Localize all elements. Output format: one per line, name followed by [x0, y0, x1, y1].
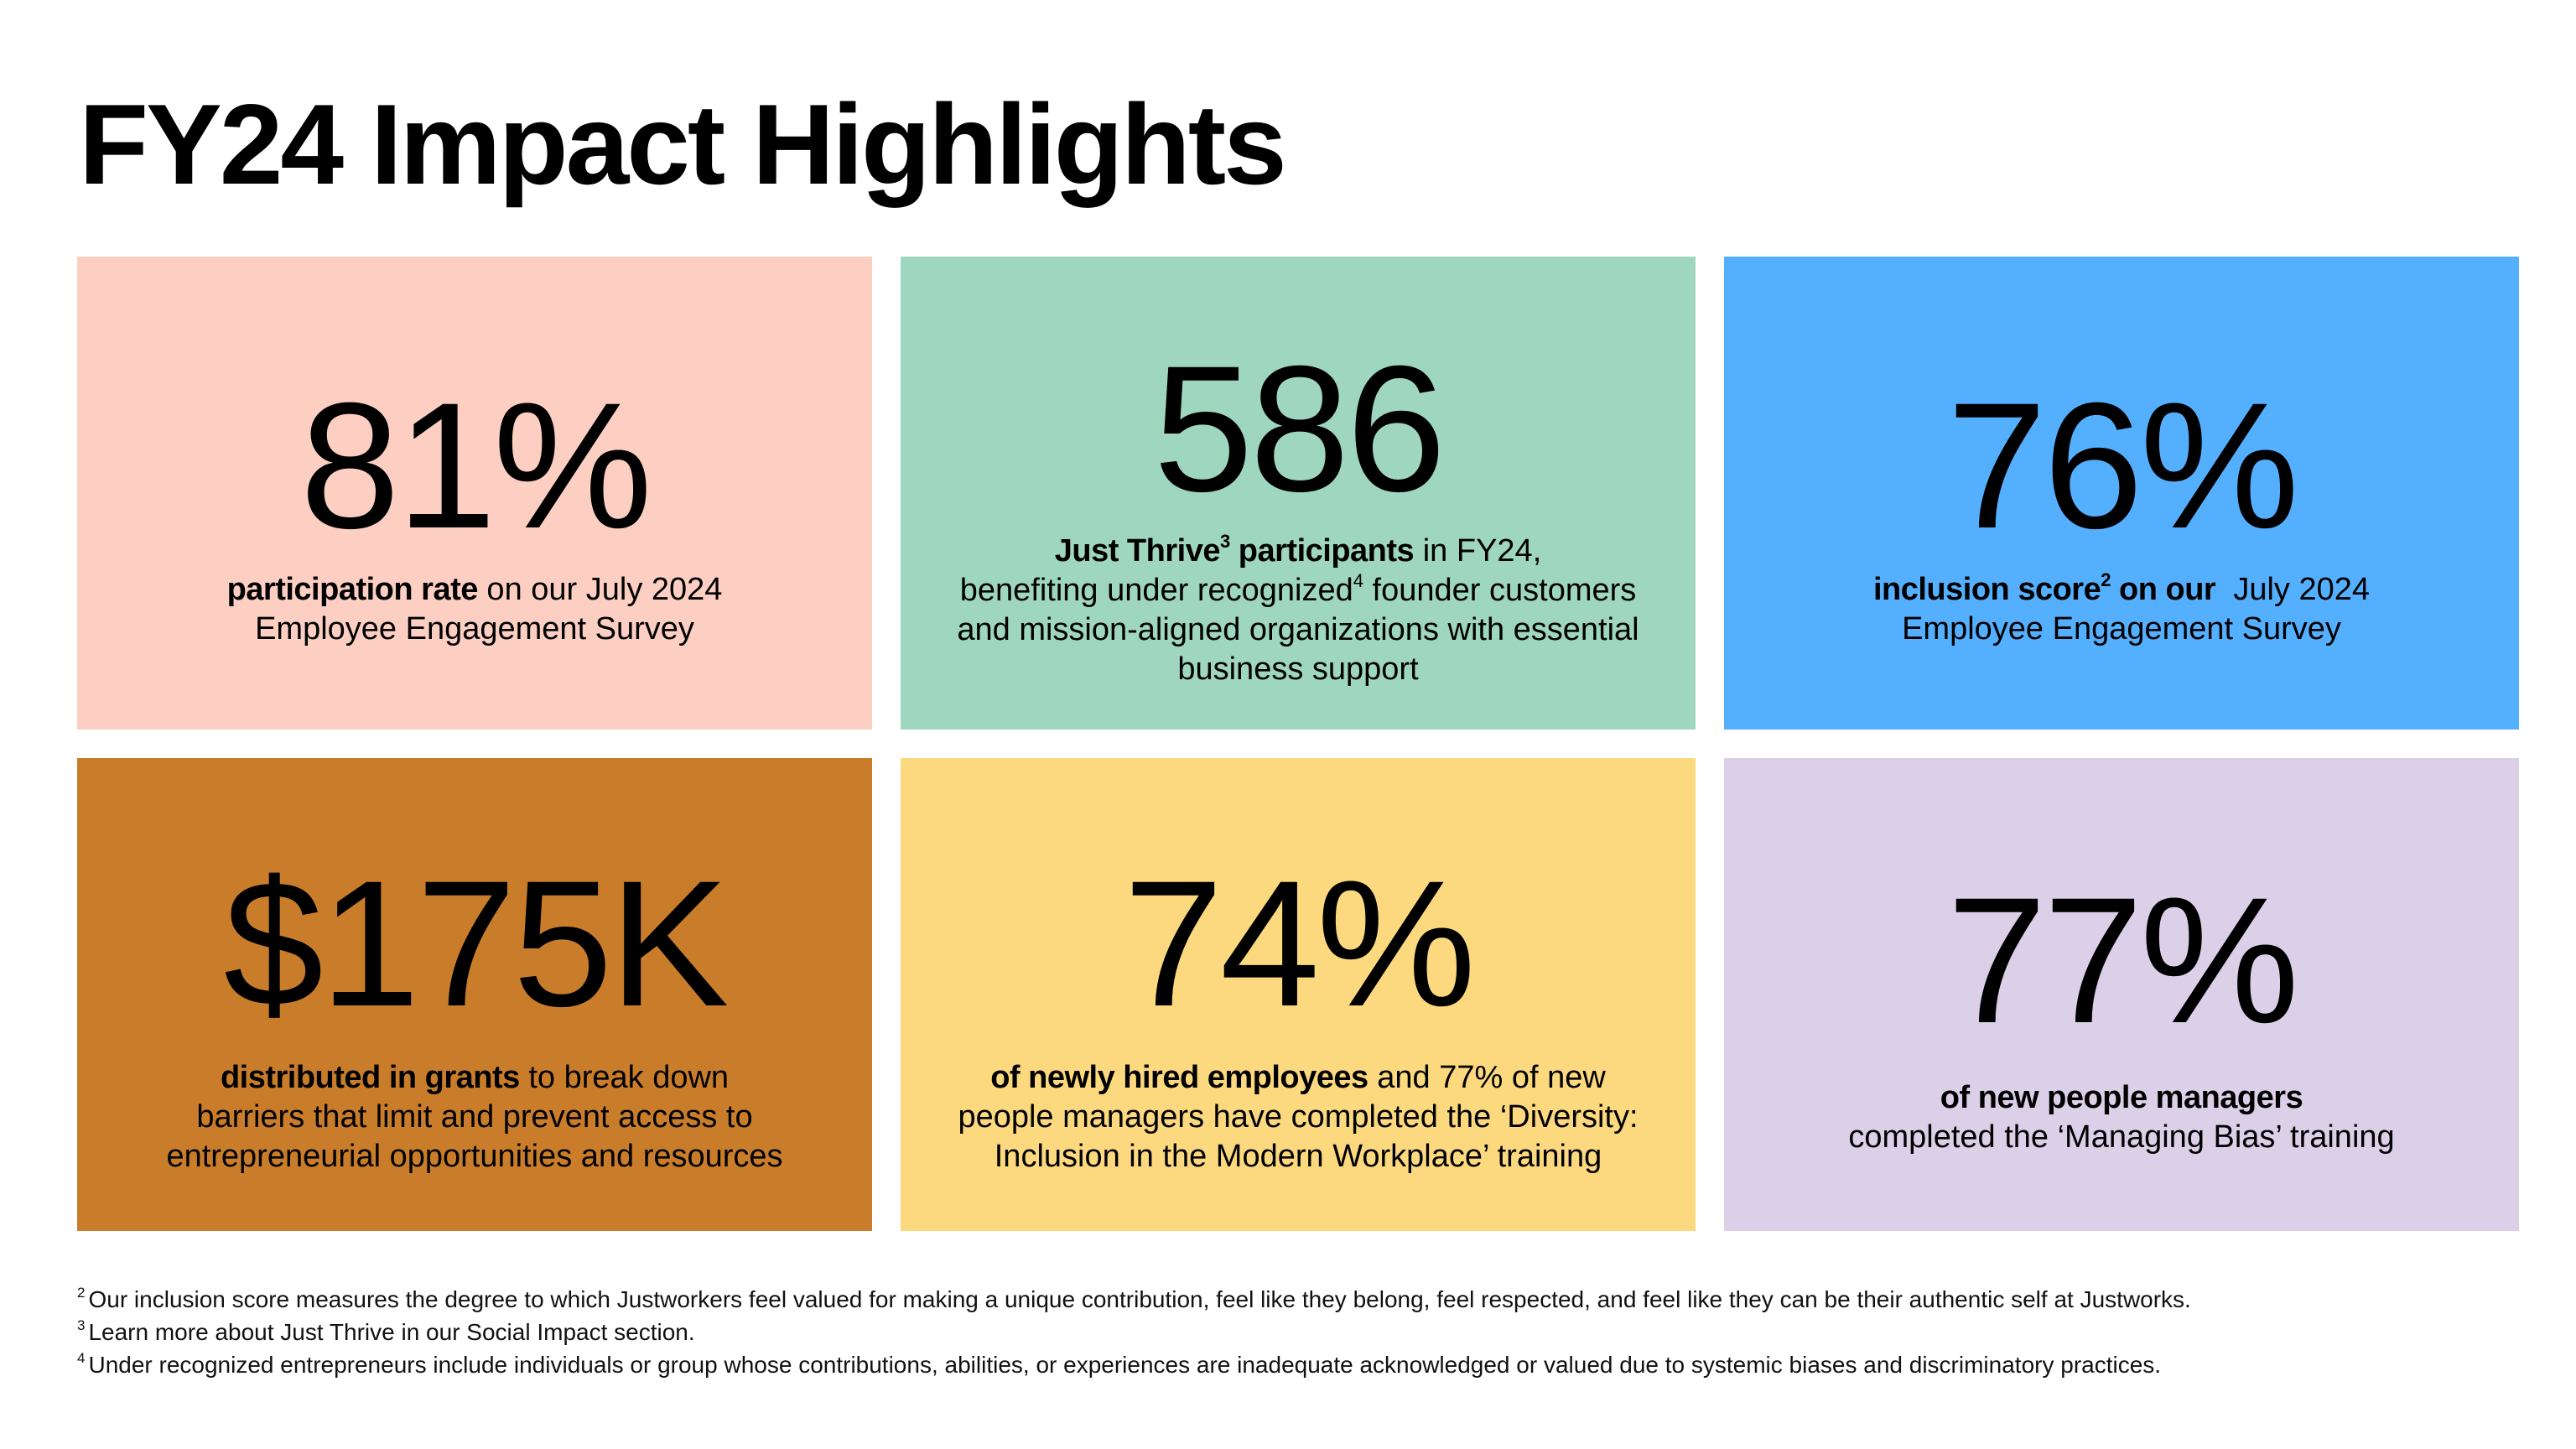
footnote: 4 Under recognized entrepreneurs include …	[77, 1348, 2559, 1381]
description-text: to break down	[519, 1060, 730, 1095]
description-text: and 77% of new	[1368, 1060, 1606, 1095]
footnote-ref: 3	[1219, 531, 1230, 552]
description-line: of newly hired employees and 77% of new	[929, 1058, 1667, 1098]
stat-description: inclusion score2 on our July 2024 Employ…	[1753, 570, 2490, 649]
card-grants-distributed: $175K distributed in grants to break dow…	[77, 758, 872, 1231]
card-participation-rate: 81% participation rate on our July 2024 …	[77, 257, 872, 730]
description-line: and mission-aligned organizations with e…	[957, 612, 1639, 647]
stat-lead: participation rate	[226, 572, 479, 607]
stat-value: 77%	[1946, 860, 2299, 1061]
footnote-text: Our inclusion score measures the degree …	[88, 1286, 2191, 1312]
footnote-marker: 3	[77, 1317, 86, 1333]
description-text: benefiting under recognized	[959, 573, 1353, 608]
stat-description: distributed in grants to break down barr…	[106, 1058, 844, 1176]
description-line: people managers have completed the ‘Dive…	[958, 1099, 1639, 1135]
description-line: completed the ‘Managing Bias’ training	[1848, 1119, 2395, 1155]
footnote-text: Under recognized entrepreneurs include i…	[88, 1352, 2162, 1378]
stat-value: $175K	[223, 844, 730, 1044]
description-line: participation rate on our July 2024	[106, 570, 844, 610]
footnote-text: Learn more about Just Thrive in our Soci…	[88, 1319, 695, 1345]
card-inclusion-score: 76% inclusion score2 on our July 2024 Em…	[1724, 257, 2519, 730]
stat-description: of newly hired employees and 77% of new …	[929, 1058, 1667, 1176]
footnote-marker: 4	[77, 1350, 86, 1366]
description-line: distributed in grants to break down	[106, 1058, 844, 1098]
footnote: 3 Learn more about Just Thrive in our Soc…	[77, 1316, 2559, 1348]
stat-lead-text: inclusion score	[1872, 572, 2101, 607]
stat-lead: Just Thrive3 participants	[1054, 531, 1415, 569]
description-line: Just Thrive3 participants in FY24,	[929, 532, 1667, 571]
stat-value: 81%	[299, 366, 652, 566]
stat-value: 76%	[1946, 366, 2299, 566]
footnotes: 2 Our inclusion score measures the degree…	[77, 1283, 2559, 1381]
stat-lead: of new people managers	[1940, 1080, 2303, 1115]
description-line: entrepreneurial opportunities and resour…	[166, 1139, 783, 1174]
description-line: inclusion score2 on our July 2024	[1753, 570, 2490, 610]
footnote-ref: 2	[2101, 569, 2111, 590]
highlights-grid: 81% participation rate on our July 2024 …	[77, 257, 2519, 1231]
card-new-hires-training: 74% of newly hired employees and 77% of …	[901, 758, 1696, 1231]
stat-lead: inclusion score2 on our	[1872, 569, 2216, 608]
description-line: barriers that limit and prevent access t…	[196, 1099, 753, 1135]
description-line: business support	[1177, 652, 1419, 687]
stat-lead: distributed in grants	[220, 1060, 520, 1095]
description-text: on our July 2024	[477, 572, 723, 607]
stat-value: 586	[1153, 329, 1446, 529]
footnote-marker: 2	[77, 1285, 86, 1301]
stat-lead: of newly hired employees	[990, 1060, 1368, 1095]
description-text: July 2024	[2215, 572, 2371, 607]
footnote: 2 Our inclusion score measures the degree…	[77, 1283, 2559, 1316]
stat-lead-text: Just Thrive	[1054, 533, 1221, 569]
description-line: Employee Engagement Survey	[1902, 611, 2341, 647]
description-line: Employee Engagement Survey	[255, 611, 694, 647]
page-title: FY24 Impact Highlights	[79, 80, 1287, 208]
card-managers-training: 77% of new people managers completed the…	[1724, 758, 2519, 1231]
description-line: Inclusion in the Modern Workplace’ train…	[994, 1139, 1602, 1174]
stat-description: of new people managers completed the ‘Ma…	[1753, 1078, 2490, 1157]
stat-description: Just Thrive3 participants in FY24, benef…	[929, 532, 1667, 689]
card-just-thrive-participants: 586 Just Thrive3 participants in FY24, b…	[901, 257, 1696, 730]
footnote-ref: 4	[1353, 570, 1363, 591]
stat-value: 74%	[1123, 844, 1476, 1044]
description-line: benefiting under recognized4 founder cus…	[929, 571, 1667, 610]
stat-description: participation rate on our July 2024 Empl…	[106, 570, 844, 649]
description-text: in FY24,	[1414, 533, 1542, 569]
stat-lead-text: on our	[2110, 572, 2216, 607]
stat-lead-text: participants	[1229, 533, 1415, 569]
description-text: founder customers	[1363, 573, 1637, 608]
